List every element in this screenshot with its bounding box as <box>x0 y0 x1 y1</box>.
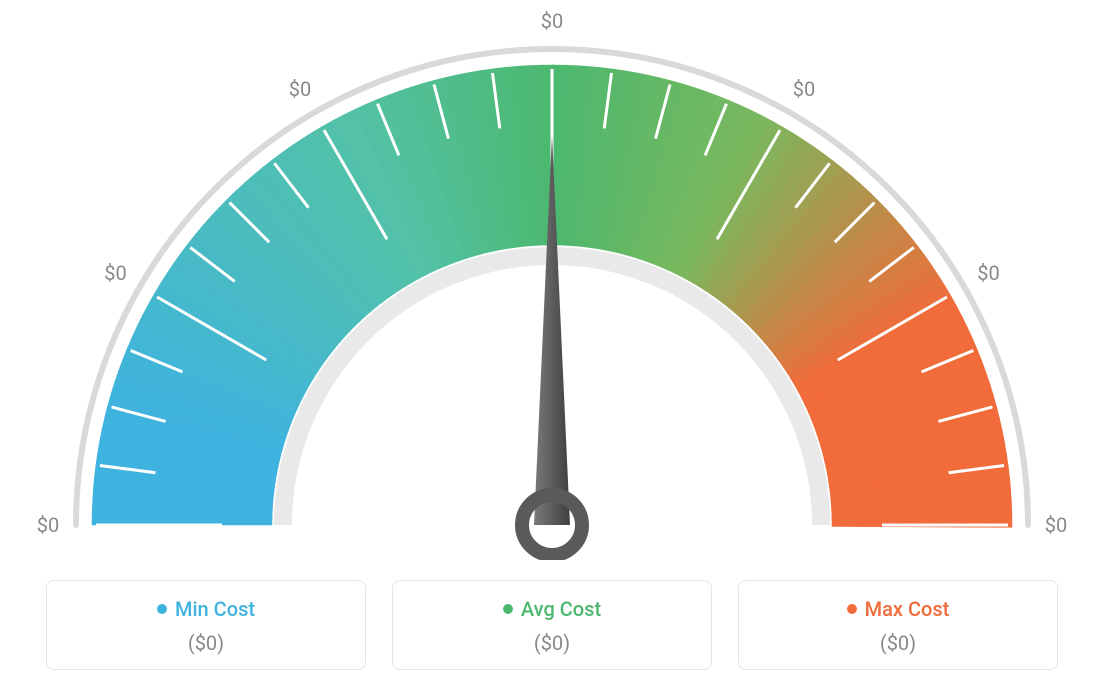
legend-box-avg: Avg Cost ($0) <box>392 580 712 670</box>
legend-label-min: Min Cost <box>67 597 345 621</box>
gauge-tick-label: $0 <box>541 9 563 33</box>
gauge-tick-label: $0 <box>104 261 126 285</box>
legend-dot-min <box>157 604 167 614</box>
legend-text-max: Max Cost <box>865 597 950 621</box>
legend-text-min: Min Cost <box>175 597 255 621</box>
gauge-svg <box>0 0 1104 560</box>
legend-box-max: Max Cost ($0) <box>738 580 1058 670</box>
gauge-tick-label: $0 <box>977 261 999 285</box>
legend-text-avg: Avg Cost <box>521 597 601 621</box>
legend-label-avg: Avg Cost <box>413 597 691 621</box>
gauge-chart: $0 $0 $0 $0 $0 $0 $0 <box>0 0 1104 560</box>
legend-dot-max <box>847 604 857 614</box>
legend-dot-avg <box>503 604 513 614</box>
legend-box-min: Min Cost ($0) <box>46 580 366 670</box>
legend-row: Min Cost ($0) Avg Cost ($0) Max Cost ($0… <box>0 580 1104 670</box>
gauge-tick-label: $0 <box>793 77 815 101</box>
gauge-tick-label: $0 <box>37 513 59 537</box>
legend-label-max: Max Cost <box>759 597 1037 621</box>
legend-value-min: ($0) <box>67 631 345 655</box>
gauge-tick-label: $0 <box>289 77 311 101</box>
legend-value-max: ($0) <box>759 631 1037 655</box>
gauge-tick-label: $0 <box>1045 513 1067 537</box>
legend-value-avg: ($0) <box>413 631 691 655</box>
